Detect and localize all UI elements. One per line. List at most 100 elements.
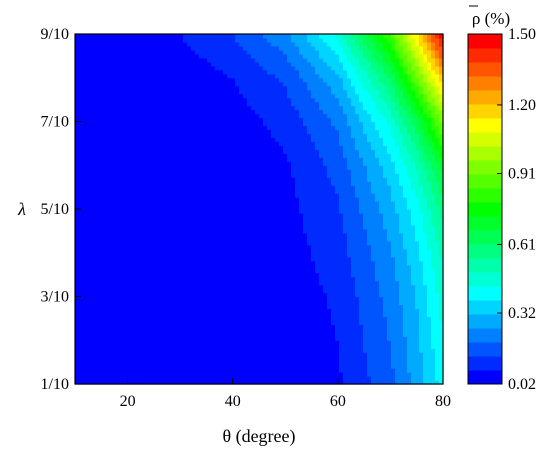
- contour-cell: [195, 376, 200, 381]
- contour-cell: [383, 308, 388, 314]
- contour-cell: [127, 169, 132, 174]
- contour-cell: [355, 173, 360, 178]
- contour-cell: [235, 216, 240, 222]
- contour-cell: [407, 360, 412, 365]
- contour-cell: [375, 312, 380, 317]
- contour-cell: [363, 260, 368, 266]
- contour-cell: [83, 228, 88, 234]
- contour-cell: [319, 368, 324, 373]
- contour-cell: [207, 288, 212, 294]
- contour-cell: [83, 189, 88, 194]
- contour-cell: [231, 316, 236, 321]
- contour-cell: [95, 169, 100, 174]
- contour-cell: [239, 197, 244, 202]
- contour-cell: [299, 228, 304, 234]
- contour-cell: [331, 292, 336, 298]
- contour-cell: [191, 228, 196, 234]
- contour-cell: [315, 272, 320, 278]
- contour-cell: [123, 300, 128, 306]
- contour-cell: [155, 300, 160, 306]
- contour-cell: [403, 364, 408, 369]
- contour-cell: [383, 193, 388, 198]
- contour-cell: [415, 332, 420, 337]
- contour-cell: [375, 197, 380, 202]
- contour-cell: [191, 320, 196, 325]
- contour-cell: [167, 197, 172, 202]
- contour-cell: [303, 272, 308, 278]
- contour-cell: [215, 177, 220, 182]
- contour-cell: [211, 236, 216, 242]
- contour-cell: [251, 236, 256, 242]
- contour-cell: [91, 312, 96, 317]
- contour-cell: [227, 360, 232, 365]
- contour-cell: [383, 209, 388, 214]
- contour-cell: [307, 376, 312, 381]
- contour-cell: [435, 364, 440, 369]
- contour-cell: [199, 300, 204, 306]
- contour-cell: [303, 173, 308, 178]
- contour-cell: [319, 332, 324, 337]
- contour-cell: [287, 193, 292, 198]
- contour-cell: [115, 336, 120, 341]
- contour-cell: [135, 165, 140, 170]
- contour-cell: [107, 232, 112, 238]
- contour-cell: [323, 348, 328, 353]
- contour-cell: [235, 364, 240, 369]
- contour-cell: [235, 372, 240, 377]
- contour-cell: [103, 169, 108, 174]
- contour-cell: [75, 181, 80, 186]
- contour-cell: [223, 260, 228, 266]
- contour-cell: [315, 328, 320, 333]
- contour-cell: [307, 193, 312, 198]
- contour-cell: [195, 216, 200, 222]
- contour-cell: [299, 256, 304, 262]
- contour-cell: [315, 296, 320, 302]
- contour-cell: [355, 284, 360, 290]
- contour-cell: [287, 360, 292, 365]
- contour-cell: [423, 236, 428, 242]
- contour-cell: [411, 201, 416, 206]
- contour-cell: [179, 284, 184, 290]
- contour-cell: [255, 276, 260, 282]
- contour-cell: [151, 189, 156, 194]
- contour-cell: [183, 205, 188, 210]
- contour-cell: [103, 368, 108, 373]
- contour-cell: [79, 360, 84, 365]
- contour-cell: [371, 264, 376, 270]
- contour-cell: [355, 256, 360, 262]
- contour-cell: [111, 308, 116, 314]
- contour-cell: [259, 236, 264, 242]
- contour-cell: [171, 185, 176, 190]
- contour-cell: [291, 272, 296, 278]
- contour-cell: [331, 336, 336, 341]
- contour-cell: [391, 260, 396, 266]
- contour-cell: [215, 272, 220, 278]
- contour-cell: [127, 264, 132, 270]
- contour-cell: [235, 256, 240, 262]
- contour-cell: [111, 324, 116, 329]
- contour-cell: [335, 236, 340, 242]
- contour-cell: [147, 252, 152, 258]
- contour-cell: [311, 344, 316, 349]
- contour-cell: [79, 212, 84, 218]
- contour-cell: [143, 209, 148, 214]
- contour-cell: [327, 185, 332, 190]
- contour-cell: [171, 240, 176, 246]
- contour-cell: [359, 169, 364, 174]
- contour-cell: [259, 185, 264, 190]
- contour-cell: [375, 240, 380, 246]
- contour-cell: [435, 372, 440, 377]
- contour-cell: [99, 292, 104, 298]
- contour-cell: [351, 284, 356, 290]
- contour-cell: [263, 185, 268, 190]
- contour-cell: [279, 252, 284, 258]
- contour-cell: [435, 264, 440, 270]
- contour-cell: [239, 193, 244, 198]
- contour-cell: [195, 320, 200, 325]
- contour-cell: [195, 264, 200, 270]
- contour-cell: [127, 209, 132, 214]
- contour-cell: [95, 292, 100, 298]
- contour-cell: [95, 193, 100, 198]
- contour-cell: [251, 264, 256, 270]
- contour-cell: [271, 181, 276, 186]
